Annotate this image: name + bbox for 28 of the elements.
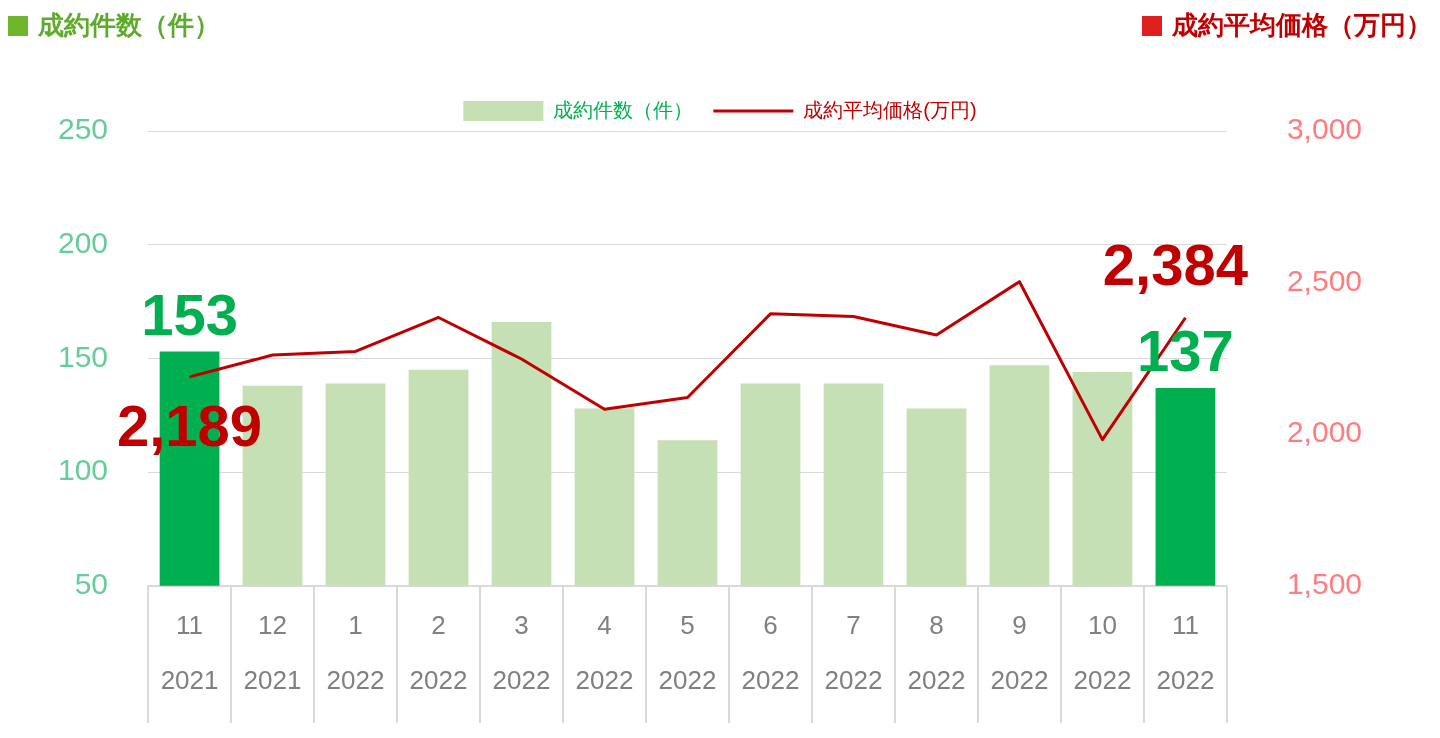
y-tick-label: 50 xyxy=(74,567,109,601)
x-tick-label: 11 2021 xyxy=(160,610,219,695)
y2-tick-label: 2,000 xyxy=(1286,415,1362,449)
data-label: 153 xyxy=(141,281,238,347)
x-tick-label: 2 2022 xyxy=(409,610,468,695)
data-label: 2,384 xyxy=(1102,231,1249,297)
y-tick-label: 150 xyxy=(57,339,109,373)
x-tick-label: 12 2021 xyxy=(243,610,302,695)
y-tick-label: 250 xyxy=(57,112,109,146)
x-tick-label: 3 2022 xyxy=(492,610,551,695)
y2-tick-label: 3,000 xyxy=(1286,112,1362,146)
x-tick-label: 11 2022 xyxy=(1156,610,1215,695)
x-tick-label: 9 2022 xyxy=(990,610,1049,695)
x-tick-label: 8 2022 xyxy=(907,610,966,695)
y2-tick-label: 2,500 xyxy=(1286,263,1362,297)
x-tick-label: 6 2022 xyxy=(741,610,800,695)
y2-tick-label: 1,500 xyxy=(1286,567,1362,601)
x-tick-label: 5 2022 xyxy=(658,610,717,695)
x-tick-label: 10 2022 xyxy=(1073,610,1132,695)
x-tick-label: 1 2022 xyxy=(326,610,385,695)
y-tick-label: 100 xyxy=(57,453,109,487)
y2-axis-title: 成約平均価格（万円） xyxy=(1172,9,1432,42)
legend-label: 成約平均価格(万円) xyxy=(803,98,977,121)
legend-label: 成約件数（件） xyxy=(553,98,694,121)
x-tick-label: 4 2022 xyxy=(575,610,634,695)
x-tick-label: 7 2022 xyxy=(824,610,883,695)
y-tick-label: 200 xyxy=(57,225,109,259)
y-axis-title: 成約件数（件） xyxy=(38,9,220,42)
